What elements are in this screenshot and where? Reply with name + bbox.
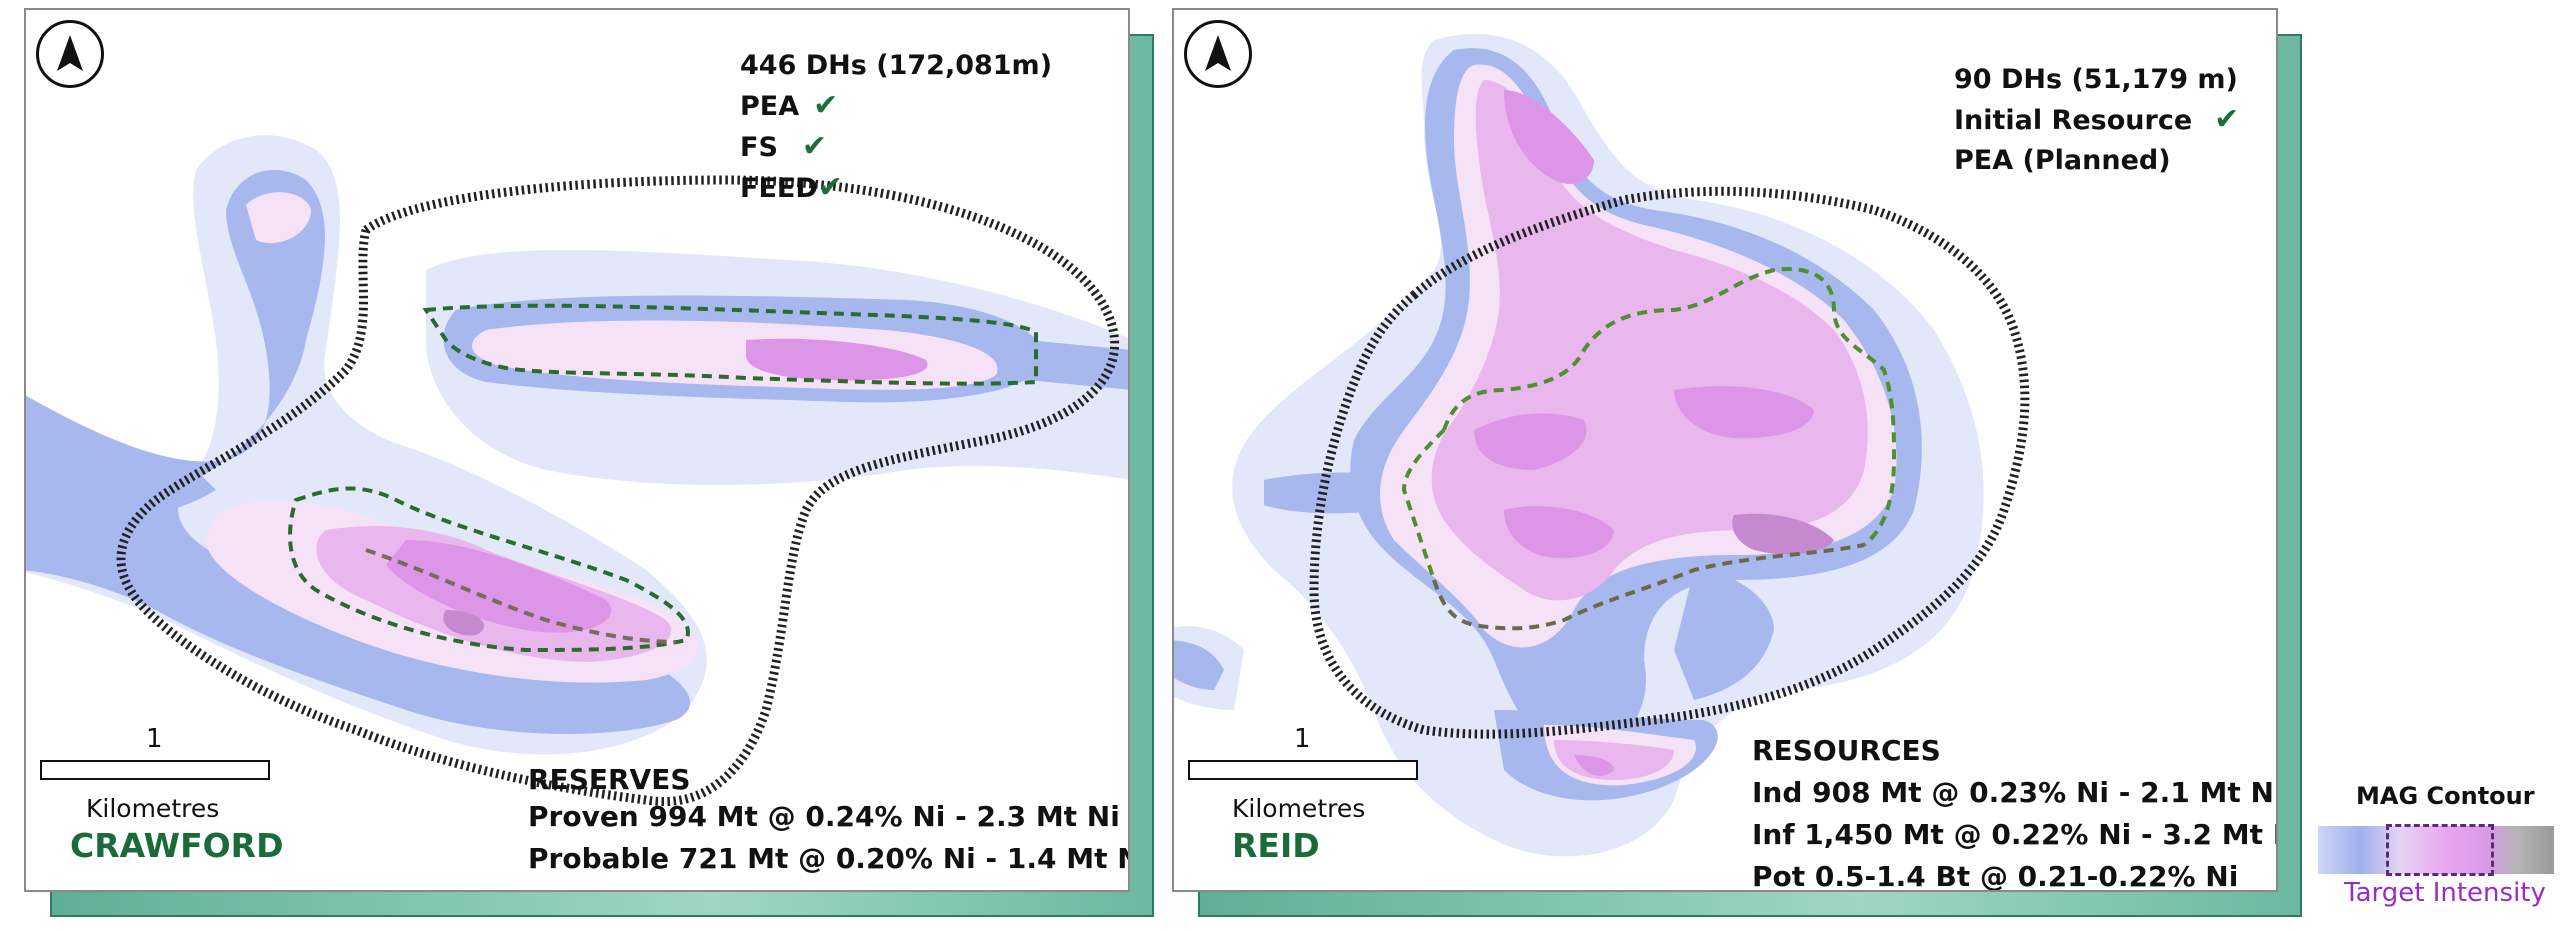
reid-resource-line: Ind 908 Mt @ 0.23% Ni - 2.1 Mt Ni xyxy=(1752,776,2278,809)
legend-title: MAG Contour xyxy=(2356,782,2535,810)
crawford-site-name: CRAWFORD xyxy=(70,826,284,865)
legend-subtitle: Target Intensity xyxy=(2344,878,2546,908)
reid-milestone-initial-resource: Initial Resource ✔ xyxy=(1954,102,2240,137)
reid-stats: 90 DHs (51,179 m) Initial Resource ✔ PEA … xyxy=(1954,60,2239,181)
crawford-reserve-line: Probable 721 Mt @ 0.20% Ni - 1.4 Mt Ni xyxy=(528,842,1130,875)
reid-scale-value: 1 xyxy=(1294,724,1311,754)
reid-scale-unit: Kilometres xyxy=(1232,794,1366,823)
crawford-scale-bar xyxy=(40,760,270,780)
reid-panel: 90 DHs (51,179 m) Initial Resource ✔ PEA … xyxy=(1172,8,2278,892)
crawford-reserve-line: Proven 994 Mt @ 0.24% Ni - 2.3 Mt Ni xyxy=(528,800,1120,833)
crawford-milestone-fs: FS ✔ xyxy=(740,129,828,164)
reid-drillholes: 90 DHs (51,179 m) xyxy=(1954,64,2238,95)
reid-milestone-pea: PEA (Planned) xyxy=(1954,145,2171,176)
crawford-reserves-title: RESERVES xyxy=(528,763,691,796)
crawford-scale-unit: Kilometres xyxy=(86,794,220,823)
crawford-reserves-block: RESERVES Proven 994 Mt @ 0.24% Ni - 2.3 … xyxy=(528,763,1130,880)
north-arrow-icon xyxy=(1184,20,1252,88)
north-arrow-icon xyxy=(36,20,104,88)
reid-resources-block: RESOURCES Ind 908 Mt @ 0.23% Ni - 2.1 Mt… xyxy=(1752,730,2278,892)
crawford-map xyxy=(26,135,1128,806)
reid-site-name: REID xyxy=(1232,826,1320,865)
check-icon: ✔ xyxy=(813,88,839,123)
crawford-drillholes: 446 DHs (172,081m) xyxy=(740,50,1053,81)
crawford-panel: 446 DHs (172,081m) PEA ✔ FS ✔ FEED✔ RESERV… xyxy=(24,8,1130,892)
check-icon: ✔ xyxy=(2214,102,2240,137)
reid-resources-title: RESOURCES xyxy=(1752,734,1941,767)
reid-scale-bar xyxy=(1188,760,1418,780)
reid-map xyxy=(1174,33,2030,857)
legend-color-ramp xyxy=(2318,826,2554,874)
check-icon: ✔ xyxy=(801,129,828,164)
crawford-milestone-pea: PEA ✔ xyxy=(740,88,839,123)
crawford-milestone-feed: FEED✔ xyxy=(740,170,843,205)
reid-resource-line: Pot 0.5-1.4 Bt @ 0.21-0.22% Ni xyxy=(1752,860,2239,892)
crawford-stats: 446 DHs (172,081m) PEA ✔ FS ✔ FEED✔ xyxy=(740,46,1052,209)
legend-target-box xyxy=(2386,824,2494,876)
reid-resource-line: Inf 1,450 Mt @ 0.22% Ni - 3.2 Mt Ni xyxy=(1752,818,2278,851)
check-icon: ✔ xyxy=(817,170,843,205)
crawford-scale-value: 1 xyxy=(146,724,163,754)
